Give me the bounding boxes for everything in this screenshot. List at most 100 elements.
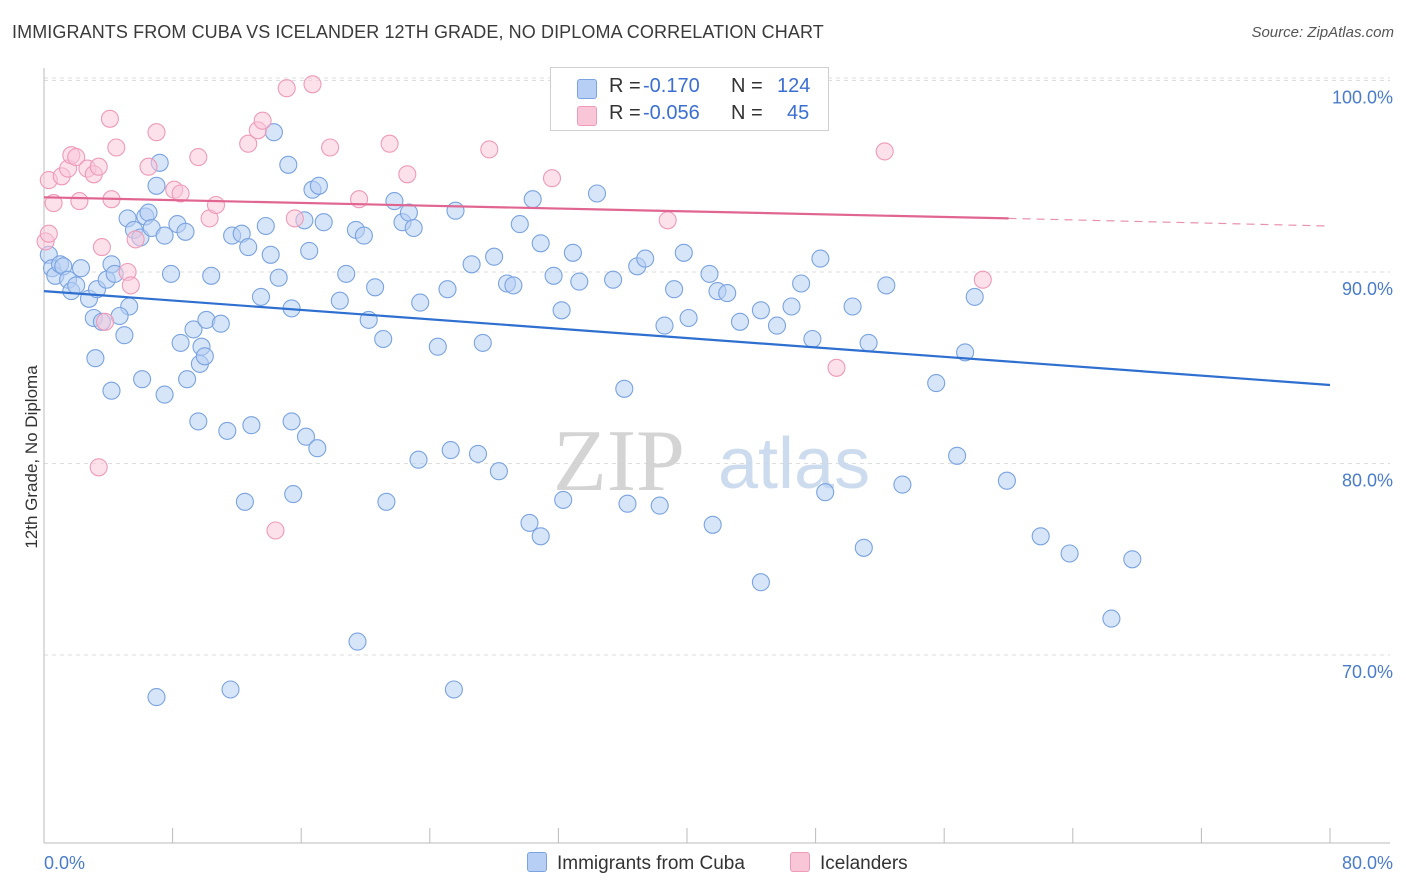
data-point-cuba (1123, 550, 1142, 569)
data-point-cuba (284, 485, 303, 504)
data-point-cuba (300, 241, 319, 260)
x-tick-label-max: 80.0% (1342, 853, 1393, 873)
data-point-cuba (218, 421, 237, 440)
data-point-cuba (235, 492, 254, 511)
data-point-cuba (308, 439, 327, 458)
data-point-cuba (803, 329, 822, 349)
legend-r-value: -0.056 (643, 102, 700, 124)
legend-r-label: R = (609, 75, 641, 97)
data-point-icelanders (189, 148, 208, 167)
data-point-icelanders (239, 134, 258, 153)
data-point-cuba (665, 280, 684, 299)
data-point-cuba (563, 243, 582, 262)
data-point-cuba (221, 680, 240, 699)
bottom-legend-icelanders[interactable]: Icelanders (790, 852, 908, 875)
bottom-legend-swatch-cuba (527, 852, 547, 872)
bottom-legend-label-cuba: Immigrants from Cuba (557, 853, 745, 874)
data-point-cuba (1031, 527, 1050, 546)
trend-line-cuba (43, 290, 1331, 387)
y-axis-label: 12th Grade, No Diploma (22, 365, 41, 549)
data-point-icelanders (44, 194, 63, 213)
data-point-cuba (269, 268, 288, 287)
data-point-icelanders (100, 109, 119, 128)
data-point-cuba (139, 203, 158, 222)
data-point-cuba (679, 308, 698, 328)
x-tick-label-min: 0.0% (44, 853, 85, 873)
data-point-cuba (115, 326, 134, 345)
data-point-icelanders (89, 157, 108, 176)
data-point-cuba (489, 462, 508, 481)
data-point-cuba (71, 259, 91, 278)
data-point-cuba (843, 297, 862, 316)
data-point-cuba (366, 278, 385, 297)
data-point-icelanders (380, 134, 399, 153)
bottom-legend-label-icelanders: Icelanders (820, 853, 908, 874)
data-point-cuba (330, 291, 349, 310)
data-point-icelanders (89, 458, 108, 477)
y-axis-tick-labels: 70.0% 80.0% 90.0% 100.0% (1332, 88, 1393, 683)
data-point-icelanders (107, 138, 126, 157)
data-point-cuba (242, 416, 261, 435)
data-point-icelanders (171, 184, 190, 203)
data-point-cuba (184, 320, 203, 339)
legend: R = -0.170 N = 124 R = -0.056 N = 45 (550, 67, 829, 131)
data-point-icelanders (92, 238, 111, 257)
data-point-cuba (314, 213, 333, 232)
data-point-cuba (444, 680, 463, 699)
data-point-cuba (767, 316, 787, 335)
data-point-cuba (587, 184, 607, 203)
data-point-cuba (485, 247, 504, 266)
y-tick-label: 100.0% (1332, 88, 1393, 108)
y-tick-label: 80.0% (1342, 471, 1393, 491)
data-point-cuba (446, 201, 465, 220)
data-point-cuba (261, 245, 280, 264)
bottom-legend-cuba[interactable]: Immigrants from Cuba (527, 852, 745, 875)
data-point-cuba (428, 337, 447, 356)
data-point-cuba (155, 226, 174, 245)
series-icelanders-points (36, 75, 992, 540)
data-point-cuba (354, 226, 373, 245)
data-point-cuba (171, 333, 190, 352)
data-point-cuba (674, 243, 693, 262)
data-point-cuba (811, 249, 830, 268)
data-point-icelanders (266, 521, 285, 540)
data-point-cuba (965, 287, 984, 306)
data-point-cuba (441, 441, 460, 460)
data-point-icelanders (67, 148, 86, 167)
data-point-cuba (792, 274, 811, 293)
data-point-cuba (86, 349, 105, 368)
y-tick-label: 90.0% (1342, 279, 1393, 299)
data-point-icelanders (253, 111, 272, 130)
data-point-cuba (552, 301, 571, 320)
data-point-cuba (751, 301, 770, 320)
data-point-cuba (189, 412, 208, 431)
data-point-cuba (438, 280, 457, 299)
data-point-cuba (948, 446, 967, 465)
data-point-cuba (510, 215, 529, 234)
data-point-icelanders (321, 138, 340, 157)
data-point-cuba (782, 297, 801, 316)
data-point-cuba (176, 222, 195, 241)
data-point-cuba (195, 347, 214, 366)
data-point-icelanders (139, 157, 158, 176)
legend-swatch-cuba (577, 79, 597, 99)
grid-lines (44, 77, 1390, 656)
data-point-cuba (893, 475, 912, 494)
bottom-legend: Immigrants from Cuba Icelanders (0, 852, 1406, 878)
data-point-cuba (309, 176, 328, 195)
legend-swatch-icelanders (577, 106, 597, 126)
data-point-cuba (1102, 609, 1121, 628)
data-point-cuba (473, 333, 492, 352)
data-point-icelanders (875, 142, 894, 161)
legend-n-label: N = (731, 102, 763, 124)
data-point-cuba (296, 427, 316, 446)
watermark-zip: ZIP (553, 413, 685, 510)
data-point-cuba (956, 343, 975, 362)
data-point-cuba (411, 293, 430, 312)
legend-r-value: -0.170 (643, 75, 700, 97)
data-point-icelanders (658, 211, 677, 230)
data-point-cuba (650, 496, 669, 515)
data-point-cuba (997, 471, 1016, 490)
data-point-cuba (504, 276, 523, 295)
data-point-icelanders (121, 276, 140, 295)
